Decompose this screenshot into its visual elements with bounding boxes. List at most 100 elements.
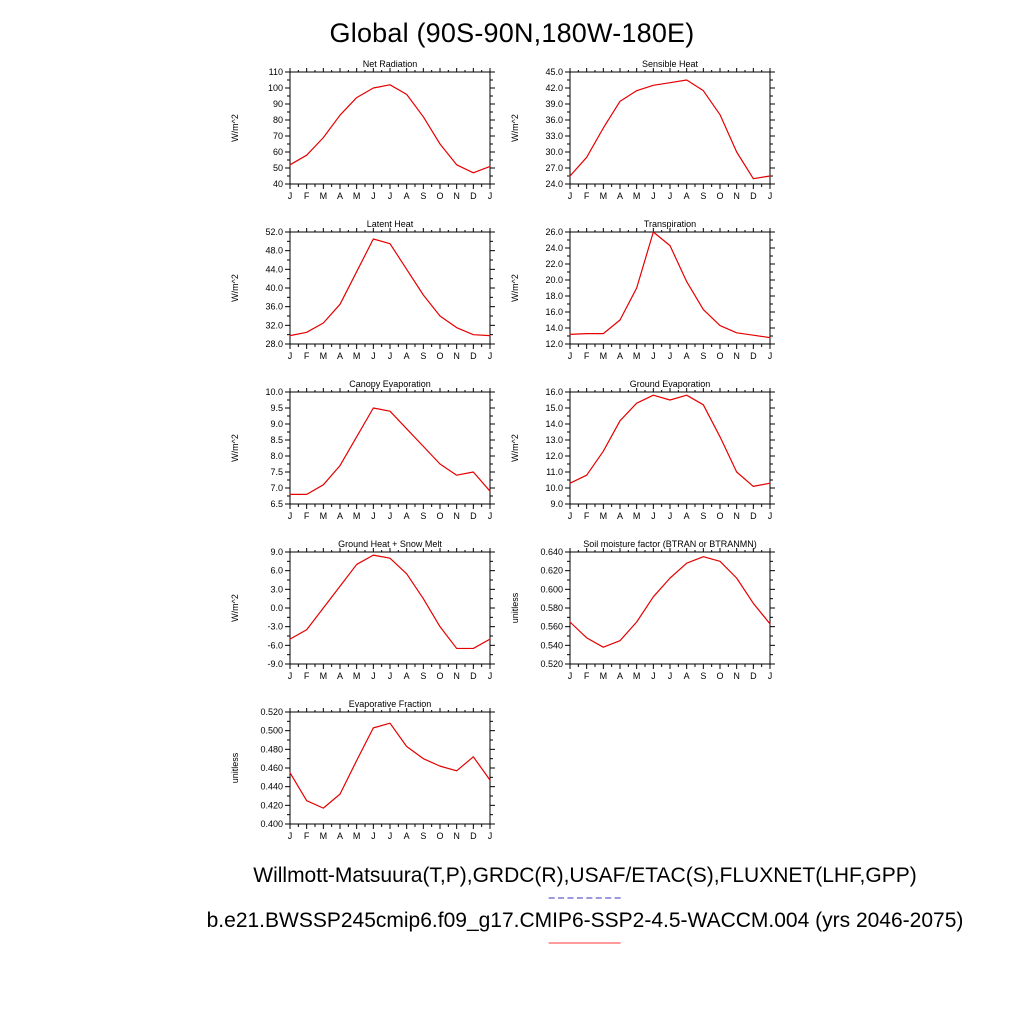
- svg-text:N: N: [453, 831, 460, 841]
- chart-net-radiation: Net Radiation W/m^2 40 50 60 70 80 90 100 110 J F M A…: [225, 58, 500, 218]
- svg-text:J: J: [668, 671, 673, 681]
- svg-text:A: A: [337, 511, 343, 521]
- svg-text:J: J: [288, 191, 293, 201]
- svg-text:J: J: [371, 511, 376, 521]
- svg-text:45.0: 45.0: [545, 67, 563, 77]
- svg-text:12.0: 12.0: [545, 451, 563, 461]
- svg-text:100: 100: [268, 83, 283, 93]
- svg-text:-9.0: -9.0: [267, 659, 283, 669]
- svg-text:W/m^2: W/m^2: [230, 114, 240, 142]
- svg-text:0.400: 0.400: [260, 819, 283, 829]
- svg-text:J: J: [388, 351, 393, 361]
- svg-text:90: 90: [273, 99, 283, 109]
- svg-text:J: J: [668, 511, 673, 521]
- page-title: Global (90S-90N,180W-180E): [329, 18, 695, 48]
- chart-soil-moisture-factor-btran-or-btranmn: Soil moisture factor (BTRAN or BTRANMN) u…: [505, 538, 780, 698]
- svg-text:W/m^2: W/m^2: [230, 274, 240, 302]
- svg-text:M: M: [633, 671, 641, 681]
- svg-text:18.0: 18.0: [545, 291, 563, 301]
- chart-svg-transpiration: Transpiration W/m^2 12.0 14.0 16.0 18.0 20.0 22…: [510, 219, 775, 361]
- svg-text:W/m^2: W/m^2: [230, 434, 240, 462]
- svg-text:7.0: 7.0: [270, 483, 283, 493]
- svg-text:J: J: [388, 191, 393, 201]
- svg-text:A: A: [404, 191, 410, 201]
- svg-text:Net Radiation: Net Radiation: [363, 59, 418, 69]
- svg-text:9.5: 9.5: [270, 403, 283, 413]
- svg-text:unitless: unitless: [510, 592, 520, 623]
- svg-text:M: M: [600, 351, 608, 361]
- svg-text:J: J: [288, 351, 293, 361]
- chart-ground-heat-snow-melt: Ground Heat + Snow Melt W/m^2 -9.0 -6.0 -3.0…: [225, 538, 500, 698]
- chart-canopy-evaporation: Canopy Evaporation W/m^2 6.5 7.0 7.5 8.0 8.5 9.…: [225, 378, 500, 538]
- obs-sources-label: Willmott-Matsuura(T,P),GRDC(R),USAF/ETAC…: [253, 864, 917, 887]
- svg-text:-3.0: -3.0: [267, 622, 283, 632]
- svg-text:80: 80: [273, 115, 283, 125]
- svg-text:13.0: 13.0: [545, 435, 563, 445]
- svg-text:O: O: [716, 671, 723, 681]
- svg-text:O: O: [436, 671, 443, 681]
- svg-text:10.0: 10.0: [265, 387, 283, 397]
- svg-text:O: O: [716, 351, 723, 361]
- svg-text:7.5: 7.5: [270, 467, 283, 477]
- svg-text:M: M: [633, 191, 641, 201]
- svg-text:M: M: [320, 831, 328, 841]
- svg-text:M: M: [320, 191, 328, 201]
- svg-text:J: J: [568, 351, 573, 361]
- svg-text:S: S: [420, 671, 426, 681]
- svg-text:N: N: [453, 191, 460, 201]
- svg-text:J: J: [651, 671, 656, 681]
- svg-text:F: F: [304, 511, 310, 521]
- svg-text:F: F: [304, 671, 310, 681]
- svg-text:A: A: [617, 671, 623, 681]
- svg-text:8.5: 8.5: [270, 435, 283, 445]
- svg-text:110: 110: [269, 67, 283, 77]
- svg-text:A: A: [337, 191, 343, 201]
- svg-text:S: S: [700, 671, 706, 681]
- svg-text:J: J: [768, 191, 773, 201]
- svg-text:J: J: [371, 671, 376, 681]
- svg-text:30.0: 30.0: [545, 147, 563, 157]
- svg-text:N: N: [453, 671, 460, 681]
- svg-text:A: A: [404, 671, 410, 681]
- svg-text:Latent Heat: Latent Heat: [367, 219, 414, 229]
- svg-text:J: J: [568, 191, 573, 201]
- svg-text:A: A: [617, 191, 623, 201]
- svg-text:F: F: [584, 671, 590, 681]
- svg-text:6.5: 6.5: [270, 499, 283, 509]
- svg-text:39.0: 39.0: [545, 99, 563, 109]
- svg-text:J: J: [568, 511, 573, 521]
- svg-text:S: S: [700, 191, 706, 201]
- svg-text:44.0: 44.0: [265, 264, 283, 274]
- svg-text:28.0: 28.0: [265, 339, 283, 349]
- chart-transpiration: Transpiration W/m^2 12.0 14.0 16.0 18.0 20.0 22…: [505, 218, 780, 378]
- svg-text:Ground Evaporation: Ground Evaporation: [630, 379, 711, 389]
- svg-text:0.580: 0.580: [540, 603, 563, 613]
- svg-text:A: A: [404, 511, 410, 521]
- svg-text:J: J: [488, 191, 493, 201]
- svg-text:J: J: [388, 831, 393, 841]
- charts-grid: Net Radiation W/m^2 40 50 60 70 80 90 100 110 J F M A…: [225, 58, 785, 858]
- svg-text:F: F: [584, 511, 590, 521]
- svg-text:0.520: 0.520: [260, 707, 283, 717]
- svg-text:A: A: [337, 831, 343, 841]
- svg-text:J: J: [488, 511, 493, 521]
- svg-text:A: A: [617, 511, 623, 521]
- svg-text:A: A: [684, 191, 690, 201]
- chart-svg-latent-heat: Latent Heat W/m^2 28.0 32.0 36.0 40.0 44.0 48.0…: [230, 219, 495, 361]
- svg-text:S: S: [420, 511, 426, 521]
- svg-text:3.0: 3.0: [270, 584, 283, 594]
- svg-text:0.600: 0.600: [540, 584, 563, 594]
- svg-text:Soil moisture factor (BTRAN or: Soil moisture factor (BTRAN or BTRANMN): [583, 539, 757, 549]
- svg-text:0.420: 0.420: [260, 800, 283, 810]
- svg-text:Sensible Heat: Sensible Heat: [642, 59, 699, 69]
- svg-text:0.500: 0.500: [260, 726, 283, 736]
- model-legend-solid-line: [549, 942, 621, 944]
- svg-text:O: O: [716, 191, 723, 201]
- svg-text:D: D: [470, 671, 477, 681]
- svg-text:A: A: [404, 831, 410, 841]
- svg-text:9.0: 9.0: [550, 499, 563, 509]
- svg-text:6.0: 6.0: [270, 566, 283, 576]
- svg-text:A: A: [684, 671, 690, 681]
